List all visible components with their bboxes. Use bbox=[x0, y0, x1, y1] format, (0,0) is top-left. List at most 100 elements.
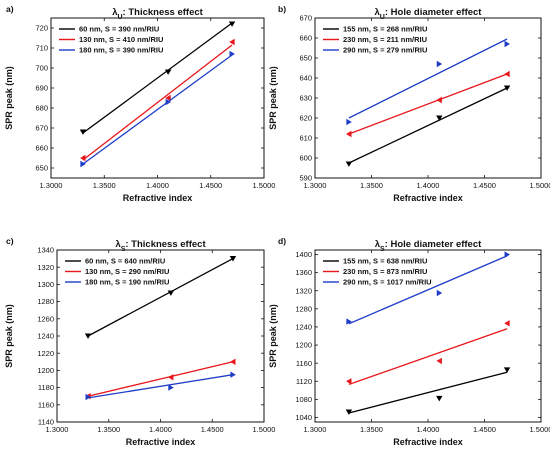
y-tick-label: 670 bbox=[299, 14, 312, 23]
chart-title: λS: Hole diameter effect bbox=[375, 239, 482, 253]
x-tick-label: 1.4000 bbox=[149, 425, 172, 434]
y-tick-label: 670 bbox=[35, 124, 48, 133]
data-point bbox=[165, 94, 171, 102]
data-point bbox=[230, 358, 236, 365]
data-point bbox=[229, 50, 235, 58]
y-tick-label: 620 bbox=[299, 114, 312, 123]
panel-label: a) bbox=[6, 4, 14, 14]
y-tick-label: 1040 bbox=[295, 413, 312, 422]
series-3: 290 nm, S = 1017 nm/RIU bbox=[323, 251, 510, 325]
x-tick-label: 1.3000 bbox=[40, 181, 63, 190]
title-symbol: λ bbox=[375, 7, 381, 18]
data-point bbox=[436, 395, 443, 402]
data-point bbox=[436, 115, 443, 121]
series-line bbox=[348, 371, 508, 414]
y-tick-label: 650 bbox=[299, 54, 312, 63]
y-tick-label: 660 bbox=[35, 144, 48, 153]
y-tick-label: 610 bbox=[299, 134, 312, 143]
y-tick-label: 1280 bbox=[37, 297, 54, 306]
data-point bbox=[80, 160, 86, 168]
x-tick-label: 1.4000 bbox=[146, 181, 169, 190]
y-tick-label: 1240 bbox=[37, 332, 54, 341]
x-axis-label: Refractive index bbox=[393, 437, 463, 447]
y-tick-label: 1200 bbox=[295, 341, 312, 350]
x-tick-label: 1.4500 bbox=[201, 425, 224, 434]
data-point bbox=[345, 161, 353, 167]
chart-panel-3: c) λS: Thickness effect 1.3000 1.3500 1.4000… bbox=[4, 236, 275, 447]
data-point bbox=[346, 318, 352, 325]
x-tick-label: 1.4000 bbox=[417, 181, 440, 190]
data-point bbox=[503, 367, 511, 373]
data-point bbox=[345, 409, 353, 415]
y-axis-label: SPR peak (nm) bbox=[268, 304, 278, 368]
series-2: 130 nm, S = 410 nm/RIU bbox=[59, 35, 235, 162]
data-point bbox=[436, 96, 442, 104]
data-point bbox=[228, 21, 236, 27]
legend-entry: 155 nm, S = 268 nm/RIU bbox=[343, 25, 427, 34]
y-tick-label: 680 bbox=[35, 104, 48, 113]
panel-label: d) bbox=[278, 236, 286, 246]
x-tick-label: 1.5000 bbox=[530, 181, 550, 190]
legend-entry: 290 nm, S = 279 nm/RIU bbox=[343, 46, 427, 55]
y-tick-label: 1180 bbox=[38, 383, 54, 392]
x-tick-label: 1.4500 bbox=[473, 425, 496, 434]
legend-entry: 290 nm, S = 1017 nm/RIU bbox=[343, 278, 432, 287]
data-point bbox=[504, 40, 510, 48]
legend-entry: 180 nm, S = 190 nm/RIU bbox=[85, 278, 169, 287]
series-line bbox=[87, 361, 234, 397]
series-line bbox=[87, 374, 234, 399]
y-tick-label: 1160 bbox=[38, 400, 54, 409]
data-point bbox=[504, 70, 510, 78]
series-1: 155 nm, S = 268 nm/RIU bbox=[323, 25, 511, 167]
y-tick-label: 1360 bbox=[295, 268, 312, 277]
data-point bbox=[165, 98, 172, 106]
series-2: 230 nm, S = 211 nm/RIU bbox=[323, 35, 510, 138]
title-subscript: U bbox=[117, 14, 122, 21]
data-point bbox=[436, 60, 443, 68]
legend-entry: 60 nm, S = 390 nm/RIU bbox=[79, 25, 159, 34]
y-tick-label: 720 bbox=[35, 24, 48, 33]
x-tick-label: 1.3500 bbox=[360, 425, 383, 434]
data-point bbox=[346, 378, 352, 385]
legend-entry: 130 nm, S = 290 nm/RIU bbox=[85, 267, 169, 276]
y-axis-label: SPR peak (nm) bbox=[4, 66, 14, 130]
y-tick-label: 1240 bbox=[295, 323, 312, 332]
y-axis-label: SPR peak (nm) bbox=[4, 304, 14, 368]
title-rest: : Thickness effect bbox=[123, 7, 204, 18]
y-tick-label: 700 bbox=[35, 64, 48, 73]
data-point bbox=[503, 85, 511, 91]
data-point bbox=[230, 371, 236, 378]
chart-title: λU: Hole diameter effect bbox=[375, 7, 483, 21]
title-symbol: λ bbox=[112, 7, 118, 18]
y-tick-label: 660 bbox=[299, 34, 312, 43]
x-tick-label: 1.5000 bbox=[253, 425, 276, 434]
y-tick-label: 1300 bbox=[37, 280, 54, 289]
data-point bbox=[229, 256, 237, 262]
x-axis-label: Refractive index bbox=[393, 193, 463, 203]
data-point bbox=[504, 320, 510, 327]
y-tick-label: 1340 bbox=[37, 246, 54, 255]
chart-panel-1: a) λU: Thickness effect 1.3000 1.3500 1.4000… bbox=[4, 4, 275, 203]
y-tick-label: 1160 bbox=[296, 359, 312, 368]
data-point bbox=[168, 384, 174, 391]
y-tick-label: 590 bbox=[299, 174, 312, 183]
series-line bbox=[348, 328, 508, 386]
title-subscript: S bbox=[380, 246, 385, 253]
series-line bbox=[87, 258, 234, 337]
x-axis-label: Refractive index bbox=[126, 437, 196, 447]
chart-panel-2: b) λU: Hole diameter effect 1.3000 1.3500 1.… bbox=[268, 4, 550, 203]
y-tick-label: 690 bbox=[35, 84, 48, 93]
x-tick-label: 1.4500 bbox=[199, 181, 222, 190]
y-tick-label: 1320 bbox=[37, 263, 54, 272]
y-tick-label: 1280 bbox=[295, 304, 312, 313]
data-point bbox=[436, 357, 442, 365]
chart-title: λU: Thickness effect bbox=[112, 7, 203, 21]
y-tick-label: 1320 bbox=[295, 286, 312, 295]
y-tick-label: 1260 bbox=[37, 314, 54, 323]
legend-entry: 60 nm, S = 640 nm/RIU bbox=[85, 257, 165, 266]
x-tick-label: 1.3500 bbox=[360, 181, 383, 190]
title-subscript: S bbox=[121, 246, 126, 253]
series-1: 60 nm, S = 390 nm/RIU bbox=[59, 21, 236, 135]
panel-label: c) bbox=[6, 236, 14, 246]
x-tick-label: 1.4000 bbox=[417, 425, 440, 434]
